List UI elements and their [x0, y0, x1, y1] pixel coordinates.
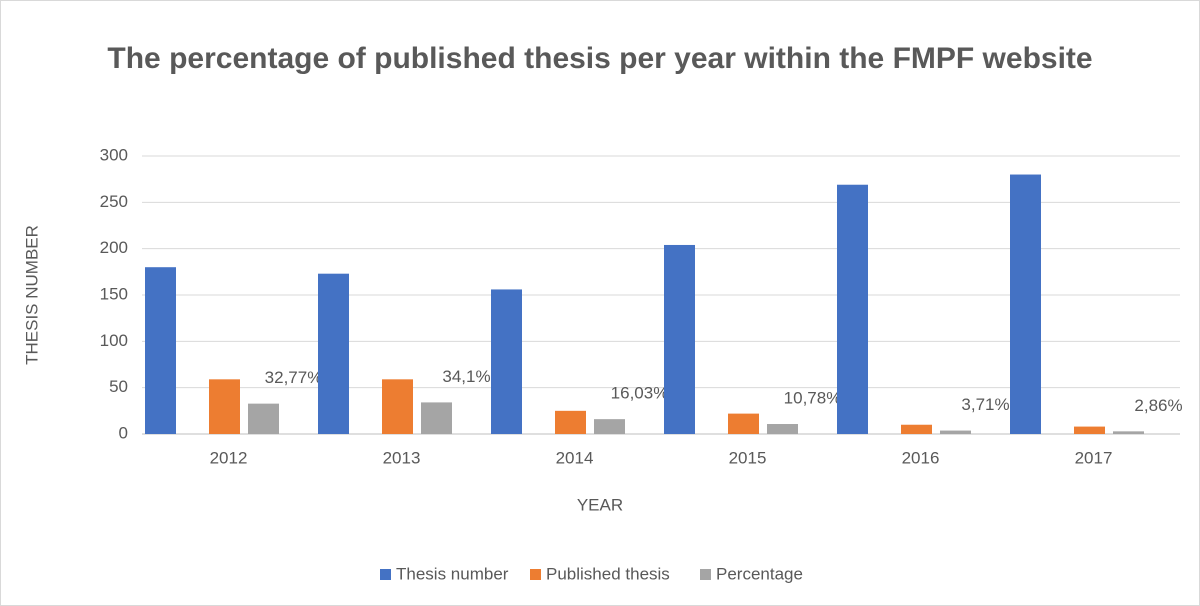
data-label: 3,71% — [961, 395, 1009, 414]
bar — [940, 430, 971, 434]
bar — [1074, 426, 1105, 434]
legend-label: Percentage — [716, 564, 803, 583]
y-axis-label: THESIS NUMBER — [22, 225, 41, 365]
data-label: 32,77% — [265, 368, 323, 387]
y-tick-label: 300 — [100, 145, 128, 164]
data-label: 10,78% — [784, 388, 842, 407]
bar — [421, 402, 452, 434]
legend-marker — [380, 569, 391, 580]
legend-marker — [700, 569, 711, 580]
bar — [248, 403, 279, 434]
data-label: 34,1% — [442, 367, 490, 386]
x-tick-label: 2015 — [729, 448, 767, 467]
bar — [767, 424, 798, 434]
legend-label: Published thesis — [546, 564, 670, 583]
x-tick-label: 2016 — [902, 448, 940, 467]
bar — [382, 379, 413, 434]
y-tick-label: 250 — [100, 192, 128, 211]
bar — [1113, 431, 1144, 434]
y-tick-label: 50 — [109, 377, 128, 396]
bar — [209, 379, 240, 434]
bar — [664, 244, 695, 434]
bar — [1010, 174, 1041, 435]
y-tick-label: 0 — [119, 423, 128, 442]
x-tick-label: 2012 — [210, 448, 248, 467]
legend-marker — [530, 569, 541, 580]
data-label: 16,03% — [611, 384, 669, 403]
legend-label: Thesis number — [396, 564, 509, 583]
x-tick-label: 2014 — [556, 448, 594, 467]
x-tick-label: 2017 — [1075, 448, 1113, 467]
bar — [594, 419, 625, 434]
x-axis-label: YEAR — [577, 495, 623, 514]
bar — [491, 289, 522, 434]
x-tick-label: 2013 — [383, 448, 421, 467]
data-label: 2,86% — [1134, 396, 1182, 415]
y-tick-label: 150 — [100, 284, 128, 303]
y-tick-label: 100 — [100, 331, 128, 350]
bar — [837, 184, 868, 434]
chart-title: The percentage of published thesis per y… — [107, 42, 1093, 75]
bar — [555, 410, 586, 434]
bar — [728, 413, 759, 434]
bar — [901, 424, 932, 434]
bar — [318, 273, 349, 434]
bar — [145, 267, 176, 434]
y-tick-label: 200 — [100, 238, 128, 257]
